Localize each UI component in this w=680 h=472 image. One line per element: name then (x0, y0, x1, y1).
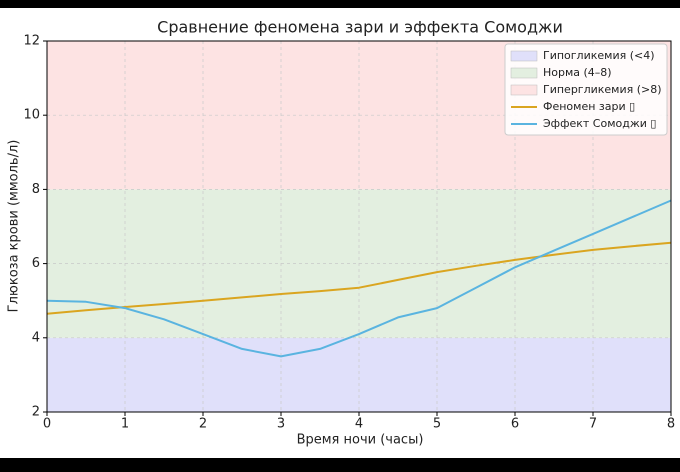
y-tick-label: 6 (32, 256, 40, 271)
y-axis-label: Глюкоза крови (ммоль/л) (7, 140, 22, 313)
chart-title: Сравнение феномена зари и эффекта Сомодж… (157, 18, 563, 37)
legend-swatch (510, 50, 538, 62)
range-band (47, 337, 671, 412)
y-tick-label: 2 (32, 405, 40, 420)
x-tick-label: 8 (667, 417, 675, 432)
x-tick-label: 2 (199, 417, 207, 432)
y-tick-label: 4 (32, 330, 40, 345)
legend-label: Гипергликемия (>8) (543, 83, 662, 96)
series-line (46, 241, 672, 315)
legend-label: Феномен зари ▯ (543, 100, 635, 113)
x-tick-label: 1 (121, 417, 129, 432)
x-tick-label: 5 (433, 417, 441, 432)
legend-label: Норма (4–8) (543, 66, 612, 79)
legend: Гипогликемия (<4) Норма (4–8) Гипергликеми… (504, 43, 668, 136)
legend-swatch (510, 84, 538, 96)
legend-label: Эффект Сомоджи ▯ (543, 117, 656, 130)
y-tick-label: 10 (23, 108, 40, 123)
y-tick-label: 8 (32, 182, 40, 197)
x-tick-label: 0 (43, 417, 51, 432)
x-axis-label: Время ночи (часы) (297, 433, 424, 448)
y-tick-label: 12 (23, 34, 40, 49)
legend-frame (504, 43, 668, 136)
series-line (46, 199, 672, 358)
x-tick-label: 3 (277, 417, 285, 432)
x-tick-label: 7 (589, 417, 597, 432)
plot-frame (46, 40, 672, 413)
legend-label: Гипогликемия (<4) (543, 49, 655, 62)
x-tick-label: 6 (511, 417, 519, 432)
x-tick-label: 4 (355, 417, 363, 432)
legend-swatch (510, 67, 538, 79)
